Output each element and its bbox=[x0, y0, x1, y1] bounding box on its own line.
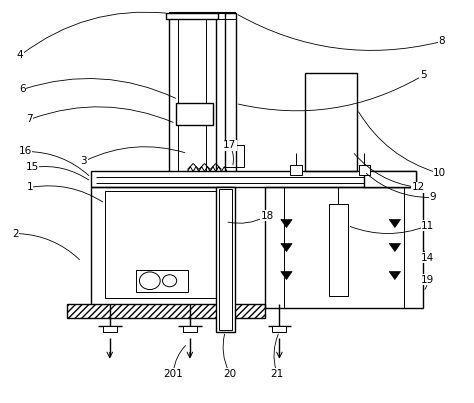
Bar bbox=[91, 187, 232, 305]
Text: 3: 3 bbox=[81, 156, 87, 166]
Text: 17: 17 bbox=[223, 141, 237, 150]
Bar bbox=[290, 166, 301, 175]
Bar bbox=[219, 189, 232, 330]
Bar bbox=[169, 13, 216, 185]
Bar bbox=[136, 270, 188, 291]
Polygon shape bbox=[389, 220, 401, 228]
Text: 6: 6 bbox=[19, 85, 26, 94]
Bar bbox=[273, 326, 286, 332]
Text: 5: 5 bbox=[420, 71, 427, 81]
Bar bbox=[216, 187, 235, 332]
Text: 14: 14 bbox=[421, 253, 435, 262]
Text: 12: 12 bbox=[412, 183, 425, 193]
Text: 4: 4 bbox=[17, 50, 24, 60]
Text: 18: 18 bbox=[261, 210, 274, 220]
Polygon shape bbox=[389, 243, 401, 251]
Bar bbox=[265, 187, 423, 307]
Text: 15: 15 bbox=[26, 162, 39, 172]
Polygon shape bbox=[281, 243, 292, 251]
Text: 9: 9 bbox=[429, 193, 436, 202]
Text: 20: 20 bbox=[223, 369, 237, 378]
Bar bbox=[67, 303, 265, 318]
Bar bbox=[91, 172, 416, 187]
Text: 8: 8 bbox=[438, 36, 445, 46]
Text: 11: 11 bbox=[421, 220, 435, 231]
Polygon shape bbox=[389, 272, 401, 280]
Bar bbox=[183, 326, 197, 332]
Bar bbox=[358, 166, 370, 175]
Bar bbox=[176, 104, 213, 125]
Bar bbox=[105, 191, 218, 297]
Text: 19: 19 bbox=[421, 274, 435, 285]
Text: 16: 16 bbox=[18, 146, 32, 156]
Bar bbox=[225, 13, 236, 187]
Text: 201: 201 bbox=[164, 369, 183, 378]
Text: 21: 21 bbox=[271, 369, 283, 378]
Bar bbox=[166, 13, 218, 19]
Polygon shape bbox=[281, 272, 292, 280]
Bar bbox=[364, 172, 416, 187]
Text: 7: 7 bbox=[27, 114, 33, 125]
Bar bbox=[305, 73, 357, 172]
Text: 2: 2 bbox=[12, 229, 19, 239]
Bar bbox=[329, 204, 348, 295]
Bar bbox=[225, 145, 244, 168]
Bar bbox=[103, 326, 117, 332]
Text: 10: 10 bbox=[433, 168, 446, 179]
Polygon shape bbox=[281, 220, 292, 228]
Text: 1: 1 bbox=[27, 183, 33, 193]
Bar bbox=[178, 13, 206, 181]
